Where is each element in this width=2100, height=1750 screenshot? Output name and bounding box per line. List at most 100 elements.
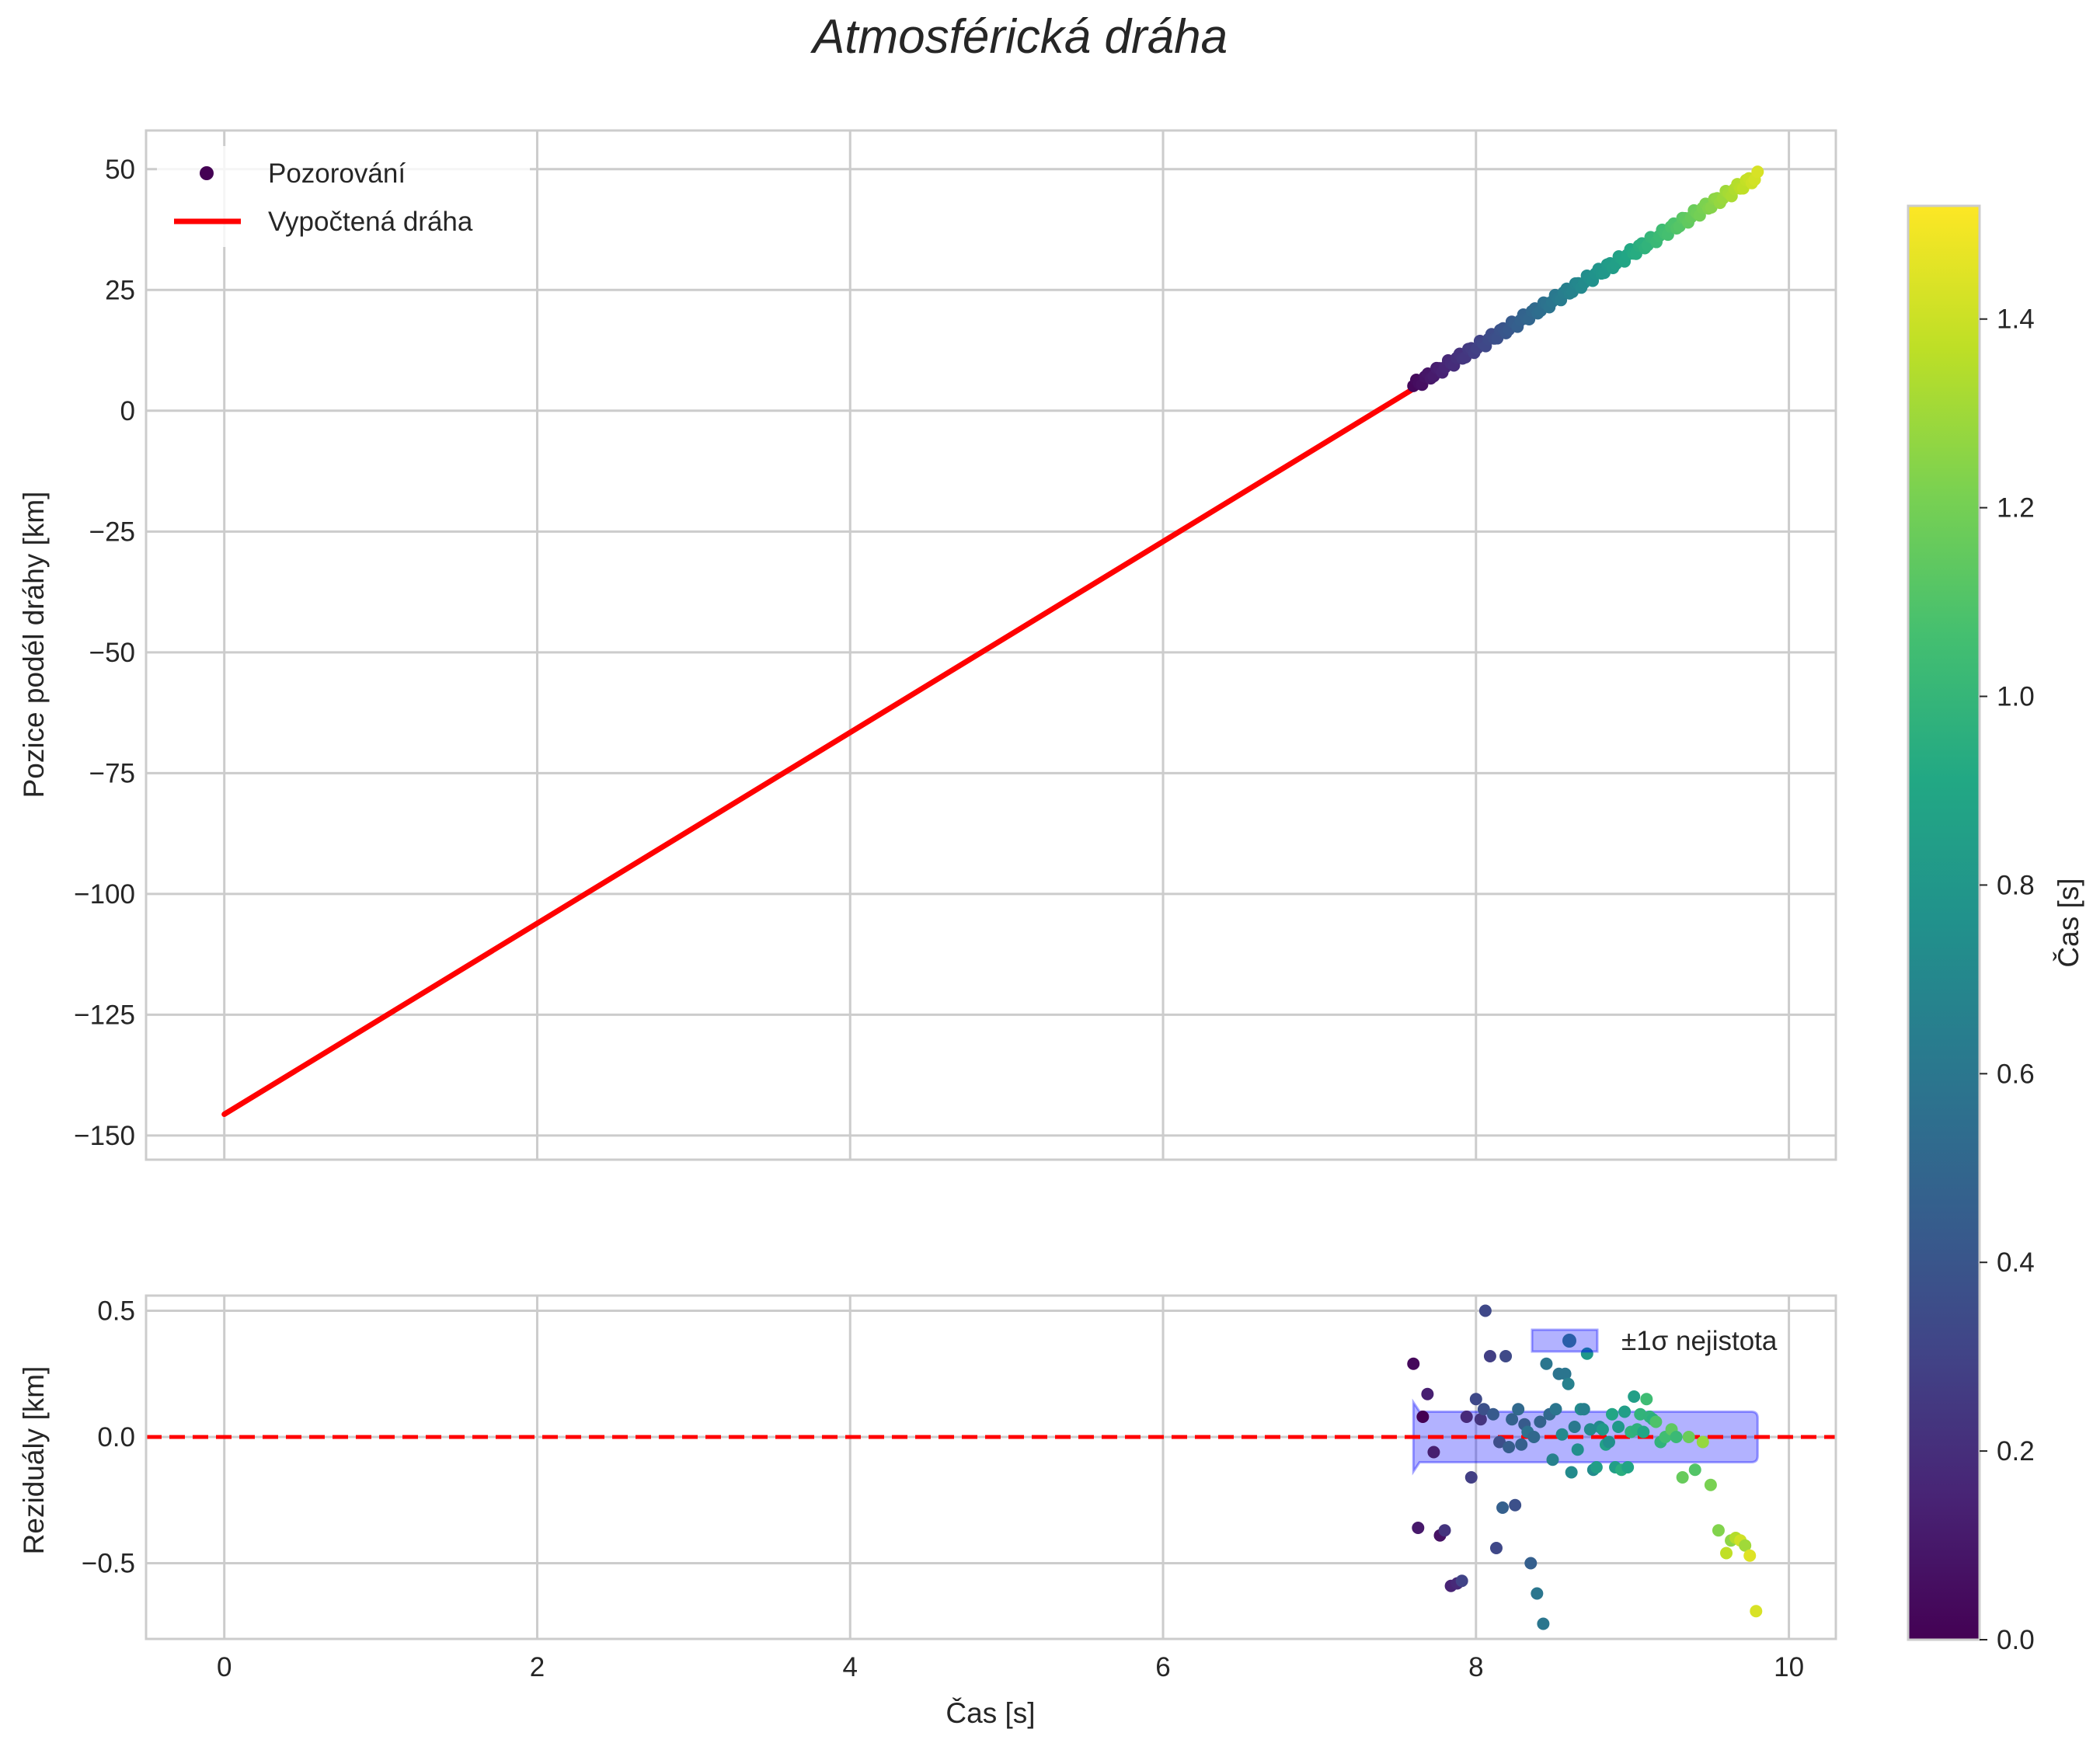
residual-point — [1621, 1461, 1635, 1473]
y-tick-label-top-5: −75 — [89, 758, 135, 788]
colorbar-tick-label-2: 0.4 — [1997, 1247, 2035, 1278]
x-axis-label: Čas [s] — [946, 1697, 1035, 1729]
residual-point — [1464, 1471, 1478, 1484]
y-tick-label-bottom-0: 0.5 — [97, 1296, 135, 1327]
legend-bottom: ±1σ nejistota — [1531, 1326, 1778, 1356]
plot-frame-top — [145, 129, 1837, 1161]
colorbar-ticks: 0.0 0.2 0.4 0.6 0.8 1.0 1.2 1.4 — [1980, 304, 2035, 1655]
colorbar-tick-label-3: 0.6 — [1997, 1059, 2035, 1089]
residual-point — [1676, 1471, 1689, 1484]
residual-point — [1477, 1403, 1490, 1416]
trajectory-panel: 50 25 0 −25 −50 −75 −100 −125 −150 Pozice podél … — [18, 129, 1837, 1161]
residual-point — [1407, 1357, 1420, 1370]
residual-point — [1739, 1539, 1752, 1552]
colorbar-tick-label-4: 0.8 — [1997, 870, 2035, 900]
residual-point — [1704, 1478, 1717, 1491]
y-tick-label-top-3: −25 — [89, 517, 135, 547]
residual-point — [1506, 1413, 1519, 1426]
x-tick-label-2: 4 — [843, 1652, 858, 1682]
y-tick-label-bottom-1: 0.0 — [97, 1422, 135, 1453]
residual-point — [1527, 1431, 1541, 1443]
legend-label-band: ±1σ nejistota — [1621, 1326, 1778, 1356]
residual-point — [1496, 1501, 1510, 1514]
residual-point — [1469, 1393, 1482, 1406]
legend-swatch-band — [1531, 1328, 1599, 1353]
residual-point — [1512, 1403, 1525, 1416]
residual-point — [1474, 1413, 1487, 1426]
x-tick-label-5: 10 — [1774, 1652, 1804, 1682]
y-tick-label-top-0: 50 — [105, 155, 135, 185]
residual-point — [1670, 1431, 1683, 1443]
residual-point — [1712, 1524, 1725, 1537]
colorbar-tick-label-5: 1.0 — [1997, 682, 2035, 712]
x-tick-label-0: 0 — [217, 1652, 232, 1682]
residual-point — [1483, 1350, 1496, 1362]
residual-point — [1546, 1453, 1559, 1466]
residual-point — [1555, 1428, 1569, 1441]
residual-point — [1640, 1393, 1653, 1406]
residual-point — [1537, 1617, 1550, 1630]
x-ticks: 0 2 4 6 8 10 — [217, 1652, 1804, 1682]
residual-point — [1524, 1557, 1538, 1570]
legend-top: Pozorování Vypočtená dráha — [157, 146, 530, 247]
y-tick-label-top-1: 25 — [105, 275, 135, 305]
residual-point — [1515, 1438, 1528, 1451]
y-tick-label-top-4: −50 — [89, 638, 135, 668]
y-ticks-top: 50 25 0 −25 −50 −75 −100 −125 −150 — [74, 155, 135, 1151]
y-axis-label-bottom: Reziduály [km] — [18, 1366, 50, 1555]
residual-point — [1499, 1350, 1513, 1362]
plot-frame-bottom — [145, 1294, 1837, 1640]
residual-point — [1628, 1390, 1641, 1403]
residual-point — [1606, 1407, 1619, 1421]
observation-point — [1751, 165, 1764, 179]
residual-point — [1427, 1446, 1440, 1459]
y-tick-label-bottom-2: −0.5 — [82, 1549, 135, 1579]
residual-point — [1750, 1605, 1763, 1618]
y-ticks-bottom: 0.5 0.0 −0.5 — [82, 1296, 135, 1579]
residual-point — [1682, 1431, 1695, 1443]
residual-point — [1618, 1405, 1632, 1418]
residual-point — [1580, 1347, 1593, 1360]
residual-point — [1478, 1304, 1492, 1317]
residual-point — [1590, 1461, 1603, 1473]
x-tick-label-1: 2 — [530, 1652, 545, 1682]
residual-point — [1503, 1441, 1516, 1453]
x-tick-label-4: 8 — [1468, 1652, 1483, 1682]
residual-point — [1416, 1411, 1430, 1423]
residual-point — [1688, 1463, 1701, 1477]
residual-point — [1577, 1403, 1590, 1416]
x-tick-label-3: 6 — [1155, 1652, 1170, 1682]
residual-point — [1540, 1357, 1553, 1370]
legend-marker-band — [1562, 1334, 1576, 1348]
residual-point — [1720, 1546, 1733, 1560]
residual-point — [1509, 1498, 1522, 1512]
residual-point — [1489, 1542, 1503, 1554]
chart-title: Atmosférická dráha — [810, 10, 1228, 64]
legend-marker-observations — [200, 166, 214, 180]
residual-point — [1696, 1435, 1709, 1449]
residual-point — [1455, 1574, 1468, 1588]
y-tick-label-top-8: −150 — [74, 1121, 135, 1151]
residual-point — [1531, 1587, 1544, 1600]
residual-point — [1583, 1423, 1597, 1436]
residual-point — [1438, 1524, 1451, 1537]
residual-point — [1493, 1435, 1506, 1449]
residual-point — [1412, 1522, 1425, 1534]
observation-points — [1407, 165, 1764, 392]
residual-point — [1562, 1377, 1575, 1390]
residual-point — [1565, 1466, 1578, 1479]
legend-label-fit: Vypočtená dráha — [268, 207, 473, 237]
residuals-panel: 0.5 0.0 −0.5 Reziduály [km] 0 2 4 6 8 10 Čas [s… — [18, 1294, 1837, 1729]
residual-point — [1743, 1549, 1757, 1562]
y-axis-label-top: Pozice podél dráhy [km] — [18, 492, 50, 798]
colorbar-tick-label-6: 1.2 — [1997, 493, 2035, 524]
colorbar-tick-label-7: 1.4 — [1997, 304, 2035, 335]
legend-label-observations: Pozorování — [268, 158, 406, 189]
residual-point — [1612, 1421, 1625, 1433]
colorbar-label: Čas [s] — [2053, 878, 2084, 967]
residual-point — [1486, 1407, 1499, 1421]
y-tick-label-top-2: 0 — [120, 396, 135, 426]
residual-point — [1421, 1387, 1434, 1400]
residual-point — [1649, 1415, 1663, 1428]
